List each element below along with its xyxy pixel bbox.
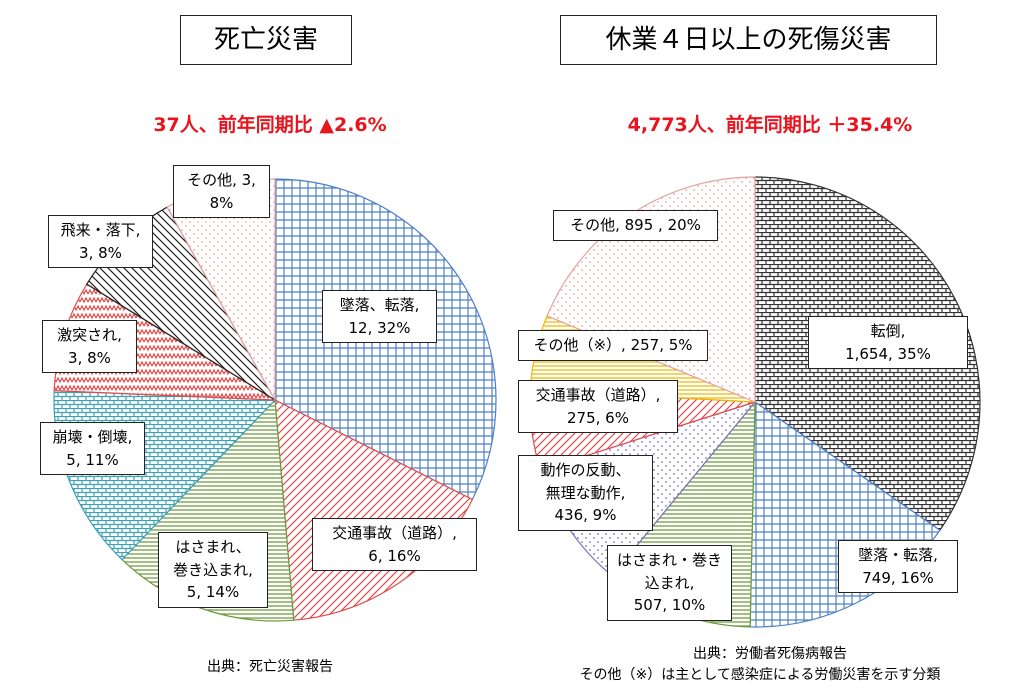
slice-name: 激突され, (57, 326, 122, 344)
chart-title: 死亡災害 (180, 15, 352, 65)
slice-name: その他, (570, 216, 620, 234)
chart-title: 休業４日以上の死傷災害 (560, 15, 937, 65)
slice-name: その他, (187, 171, 237, 189)
slice-name: 崩壊・倒壊, (52, 428, 133, 446)
source-note: 出典：死亡災害報告 (207, 659, 333, 675)
data-label: 交通事故（道路）, 6, 16% (312, 518, 477, 571)
data-label: 墜落、転落, 12, 32% (322, 290, 437, 343)
slice-name: 墜落・転落, (858, 546, 938, 564)
source-note: 出典：労働者死傷病報告 (693, 646, 847, 662)
slice-value: 5, 11% (66, 450, 119, 469)
data-label: その他, 895 , 20% (553, 210, 718, 241)
slice-name: 交通事故（道路）, (332, 524, 457, 542)
slice-value: 436, 9% (554, 506, 617, 524)
data-label: その他（※）, 257, 5% (518, 330, 708, 361)
slice-value: 3, 8% (209, 171, 256, 212)
data-label: その他, 3, 8% (173, 165, 270, 218)
data-label: 交通事故（道路）, 275, 6% (518, 380, 678, 433)
slice-value: 275, 6% (567, 408, 629, 427)
slice-name: 転倒, (870, 322, 906, 340)
slice-name: 交通事故（道路）, (535, 386, 661, 404)
slice-name: 墜落、転落, (339, 296, 420, 314)
chart-subtitle: 4,773人、前年同期比 ＋35.4% (627, 114, 913, 136)
slice-value: 507, 10% (633, 596, 706, 614)
slice-value: 6, 16% (368, 546, 421, 565)
data-label: 崩壊・倒壊, 5, 11% (40, 422, 145, 475)
footnote: その他（※）は主として感染症による労働災害を示す分類 (579, 667, 941, 683)
slice-value: 749, 16% (862, 568, 934, 587)
data-label: はさまれ、 巻き込まれ, 5, 14% (158, 532, 268, 608)
slice-value: 257, 5% (630, 336, 693, 354)
slice-name: その他（※）, (533, 336, 626, 354)
slice-name: はさまれ、 巻き込まれ, (173, 538, 253, 579)
data-label: 激突され, 3, 8% (42, 320, 137, 373)
data-label: 動作の反動、 無理な動作, 436, 9% (518, 455, 653, 531)
slice-name: 飛来・落下, (60, 221, 141, 239)
slice-value: 1,654, 35% (845, 344, 931, 363)
slice-value: 5, 14% (186, 583, 240, 601)
data-label: 転倒, 1,654, 35% (808, 316, 968, 369)
slice-value: 12, 32% (348, 318, 411, 337)
data-label: 飛来・落下, 3, 8% (48, 215, 153, 268)
slice-value: 3, 8% (68, 348, 111, 367)
slice-value: 3, 8% (79, 243, 122, 262)
slice-name: はさまれ・巻き込まれ, (616, 551, 722, 592)
data-label: はさまれ・巻き込まれ, 507, 10% (607, 545, 732, 621)
slice-value: 895 , 20% (624, 216, 701, 234)
data-label: 墜落・転落, 749, 16% (838, 540, 958, 593)
slice-name: 動作の反動、 無理な動作, (540, 461, 631, 502)
chart-subtitle: 37人、前年同期比 ▲2.6% (153, 114, 387, 136)
